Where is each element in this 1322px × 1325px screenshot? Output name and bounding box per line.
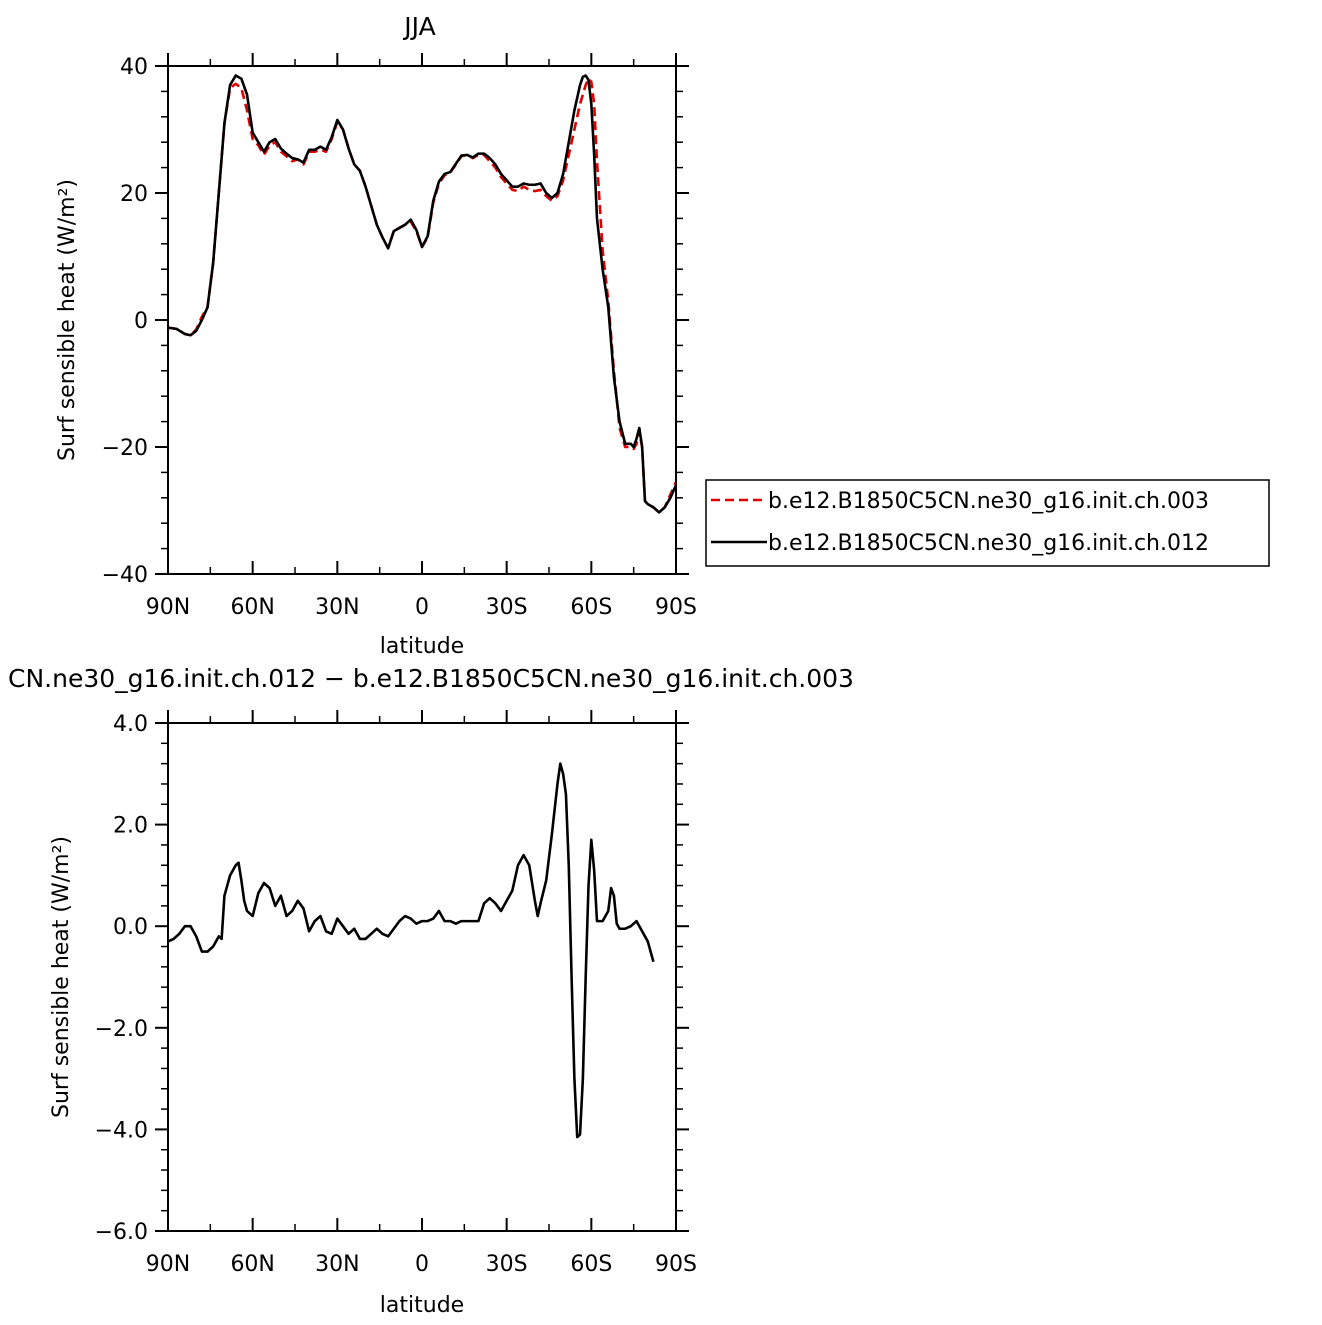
top-ticks: 90N 60N 30N 0 30S 60S 90S 40 20 0 −20 −40 bbox=[102, 53, 697, 620]
y-tick-label: 2.0 bbox=[113, 814, 148, 839]
x-tick-label: 90S bbox=[655, 595, 697, 620]
x-tick-label: 30N bbox=[315, 595, 359, 620]
y-tick-label: 0.0 bbox=[113, 915, 148, 940]
bottom-plot-frame bbox=[167, 722, 677, 1232]
y-tick-label: 40 bbox=[120, 55, 148, 80]
y-tick-label: −2.0 bbox=[95, 1017, 148, 1042]
bottom-series-group bbox=[167, 762, 655, 1139]
x-tick-label: 60N bbox=[230, 1252, 274, 1277]
y-tick-label: −6.0 bbox=[95, 1220, 148, 1245]
x-tick-label: 60N bbox=[230, 595, 274, 620]
x-tick-label: 60S bbox=[570, 595, 612, 620]
legend-box bbox=[705, 479, 1270, 567]
top-chart-title: JJA bbox=[402, 12, 435, 41]
x-tick-label: 60S bbox=[570, 1252, 612, 1277]
series-line-1 bbox=[167, 77, 678, 514]
y-tick-label: −40 bbox=[102, 563, 148, 588]
y-tick-label: −4.0 bbox=[95, 1118, 148, 1143]
x-tick-label: 90S bbox=[655, 1252, 697, 1277]
top-y-axis-label: Surf sensible heat (W/m²) bbox=[55, 179, 80, 461]
top-panel: JJA 90N 60N 30N 0 30S 60S 90S 40 20 0 −20 −40 latit… bbox=[55, 12, 1270, 659]
series-line-2 bbox=[167, 74, 678, 514]
x-tick-label: 90N bbox=[146, 595, 190, 620]
top-plot-frame bbox=[167, 65, 677, 575]
x-tick-label: 0 bbox=[415, 595, 429, 620]
bottom-x-axis-label: latitude bbox=[380, 1293, 464, 1318]
x-tick-label: 30N bbox=[315, 1252, 359, 1277]
bottom-chart-title: CN.ne30_g16.init.ch.012 − b.e12.B1850C5C… bbox=[8, 664, 854, 693]
legend: b.e12.B1850C5CN.ne30_g16.init.ch.003 b.e… bbox=[705, 479, 1270, 567]
y-tick-label: 4.0 bbox=[113, 712, 148, 737]
y-tick-label: 0 bbox=[134, 309, 148, 334]
y-tick-label: 20 bbox=[120, 182, 148, 207]
top-series-group bbox=[167, 74, 678, 514]
series-line-1 bbox=[167, 762, 655, 1139]
legend-label-series-1: b.e12.B1850C5CN.ne30_g16.init.ch.003 bbox=[768, 489, 1209, 514]
x-tick-label: 30S bbox=[486, 595, 528, 620]
x-tick-label: 30S bbox=[486, 1252, 528, 1277]
bottom-ticks: 90N 60N 30N 0 30S 60S 90S 4.0 2.0 0.0 −2.0 −4.0 −6.0 bbox=[95, 710, 697, 1277]
top-x-axis-label: latitude bbox=[380, 634, 464, 659]
x-tick-label: 0 bbox=[415, 1252, 429, 1277]
bottom-y-axis-label: Surf sensible heat (W/m²) bbox=[49, 836, 74, 1118]
bottom-panel: CN.ne30_g16.init.ch.012 − b.e12.B1850C5C… bbox=[8, 664, 854, 1318]
legend-label-series-2: b.e12.B1850C5CN.ne30_g16.init.ch.012 bbox=[768, 531, 1209, 556]
y-tick-label: −20 bbox=[102, 436, 148, 461]
x-tick-label: 90N bbox=[146, 1252, 190, 1277]
